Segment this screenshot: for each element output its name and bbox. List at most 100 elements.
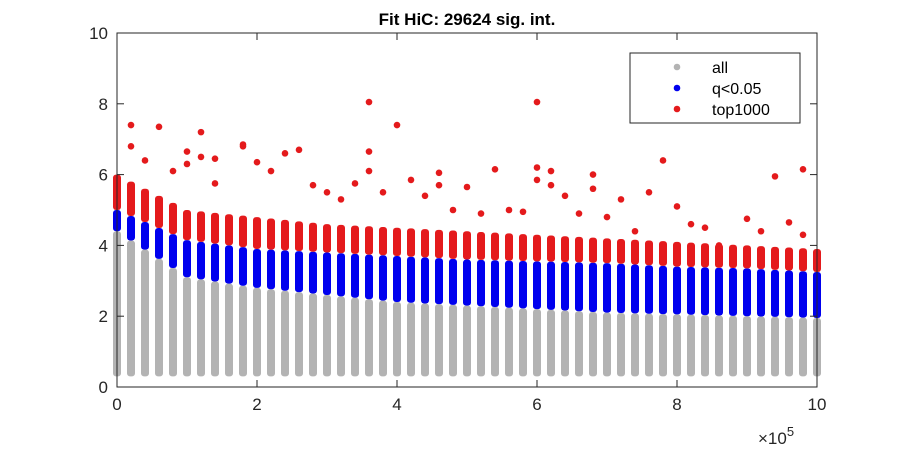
top1000-band xyxy=(477,231,485,260)
significant-band xyxy=(197,241,205,280)
significant-band xyxy=(687,266,695,315)
top1000-point xyxy=(561,192,569,200)
all-band xyxy=(645,313,653,377)
legend-marker-q-0-05 xyxy=(673,84,681,92)
significant-band xyxy=(785,270,793,318)
top1000-band xyxy=(603,238,611,264)
top1000-point xyxy=(393,121,401,129)
significant-band xyxy=(393,256,401,303)
top1000-band xyxy=(211,212,219,244)
top1000-point xyxy=(435,169,443,177)
significant-band xyxy=(351,253,359,298)
top1000-band xyxy=(141,188,149,223)
all-band xyxy=(561,310,569,377)
top1000-band xyxy=(393,227,401,257)
significant-band xyxy=(295,251,303,293)
top1000-point xyxy=(407,176,415,184)
x-exponent-label: ×105 xyxy=(758,424,794,448)
significant-band xyxy=(365,254,373,300)
top1000-point xyxy=(267,167,275,175)
significant-band xyxy=(589,262,597,312)
significant-band xyxy=(701,267,709,316)
significant-band xyxy=(519,260,527,309)
significant-band xyxy=(729,268,737,316)
top1000-point xyxy=(169,167,177,175)
significant-band xyxy=(533,261,541,310)
top1000-band xyxy=(617,239,625,264)
top1000-point xyxy=(127,121,135,129)
significant-band xyxy=(603,263,611,313)
all-band xyxy=(127,240,135,377)
top1000-point xyxy=(379,189,387,196)
top1000-band xyxy=(421,229,429,258)
all-band xyxy=(757,316,765,377)
x-exponent-power: 5 xyxy=(787,424,794,439)
all-band xyxy=(687,314,695,377)
top1000-band xyxy=(435,229,443,259)
significant-band xyxy=(491,260,499,307)
top1000-band xyxy=(407,228,415,257)
top1000-point xyxy=(281,150,289,157)
top1000-point xyxy=(491,165,499,173)
top1000-point xyxy=(477,210,485,217)
top1000-point xyxy=(309,181,317,189)
top1000-band xyxy=(701,243,709,268)
top1000-band xyxy=(561,236,569,263)
top1000-point xyxy=(729,245,737,253)
top1000-point xyxy=(603,213,611,221)
all-band xyxy=(211,281,219,377)
top1000-point xyxy=(743,215,751,223)
legend: all q<0.05 top1000 xyxy=(629,52,801,124)
top1000-band xyxy=(295,221,303,252)
top1000-point xyxy=(799,165,807,173)
top1000-band xyxy=(337,224,345,254)
all-band xyxy=(421,303,429,377)
all-band xyxy=(701,315,709,377)
all-band xyxy=(463,305,471,377)
top1000-band xyxy=(799,248,807,272)
top1000-point xyxy=(183,148,191,155)
significant-band xyxy=(449,258,457,305)
significant-band xyxy=(547,261,555,310)
all-band xyxy=(379,300,387,377)
top1000-band xyxy=(365,226,373,255)
top1000-point xyxy=(323,189,331,196)
significant-band xyxy=(211,243,219,282)
top1000-point xyxy=(547,181,555,189)
chart-title: Fit HiC: 29624 sig. int. xyxy=(379,10,556,29)
all-band xyxy=(799,317,807,377)
top1000-point xyxy=(533,164,541,171)
top1000-band xyxy=(715,243,723,268)
significant-band xyxy=(617,263,625,314)
top1000-point xyxy=(659,157,667,164)
all-band xyxy=(239,285,247,377)
significant-band xyxy=(323,252,331,295)
y-tick-label: 6 xyxy=(99,166,108,185)
top1000-band xyxy=(491,232,499,261)
top1000-point xyxy=(547,167,555,175)
top1000-point xyxy=(197,153,205,161)
top1000-point xyxy=(617,196,625,203)
all-band xyxy=(323,294,331,377)
significant-band xyxy=(421,257,429,304)
significant-band xyxy=(645,265,653,314)
top1000-point xyxy=(757,227,765,235)
top1000-band xyxy=(323,224,331,253)
significant-band xyxy=(463,259,471,306)
all-band xyxy=(785,317,793,377)
legend-marker-top1000 xyxy=(673,105,681,113)
all-band xyxy=(631,313,639,377)
significant-band xyxy=(169,234,177,269)
top1000-band xyxy=(169,202,177,235)
legend-marker-all xyxy=(673,63,681,71)
top1000-point xyxy=(351,180,359,187)
significant-band xyxy=(267,249,275,290)
significant-band xyxy=(225,245,233,284)
top1000-band xyxy=(743,245,751,269)
x-tick-label: 0 xyxy=(112,395,121,414)
all-band xyxy=(197,279,205,377)
top1000-band xyxy=(309,222,317,252)
all-band xyxy=(519,308,527,377)
all-band xyxy=(281,290,289,377)
